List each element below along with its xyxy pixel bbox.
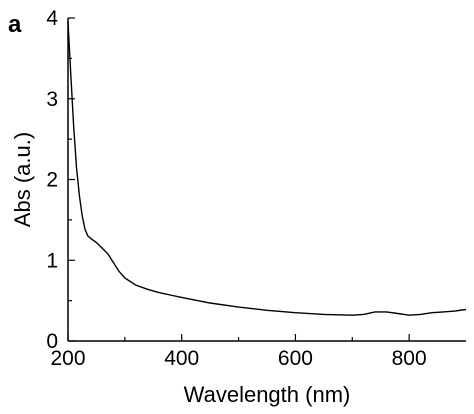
y-tick-label: 1	[46, 249, 58, 272]
axis-ticks: 200 400 600 800 0 1 2 3 4	[46, 7, 426, 370]
x-axis-title: Wavelength (nm)	[184, 382, 351, 407]
y-tick-label: 3	[46, 88, 58, 111]
series-line	[67, 21, 467, 316]
x-tick-label: 600	[278, 347, 313, 370]
x-tick-label: 200	[50, 347, 85, 370]
y-tick-label: 4	[46, 7, 58, 30]
x-tick-label: 400	[164, 347, 199, 370]
panel-label: a	[8, 11, 22, 38]
y-tick-label: 2	[46, 169, 58, 192]
x-tick-label: 800	[392, 347, 427, 370]
y-axis-title: Abs (a.u.)	[10, 132, 35, 227]
y-tick-label: 0	[46, 330, 58, 353]
